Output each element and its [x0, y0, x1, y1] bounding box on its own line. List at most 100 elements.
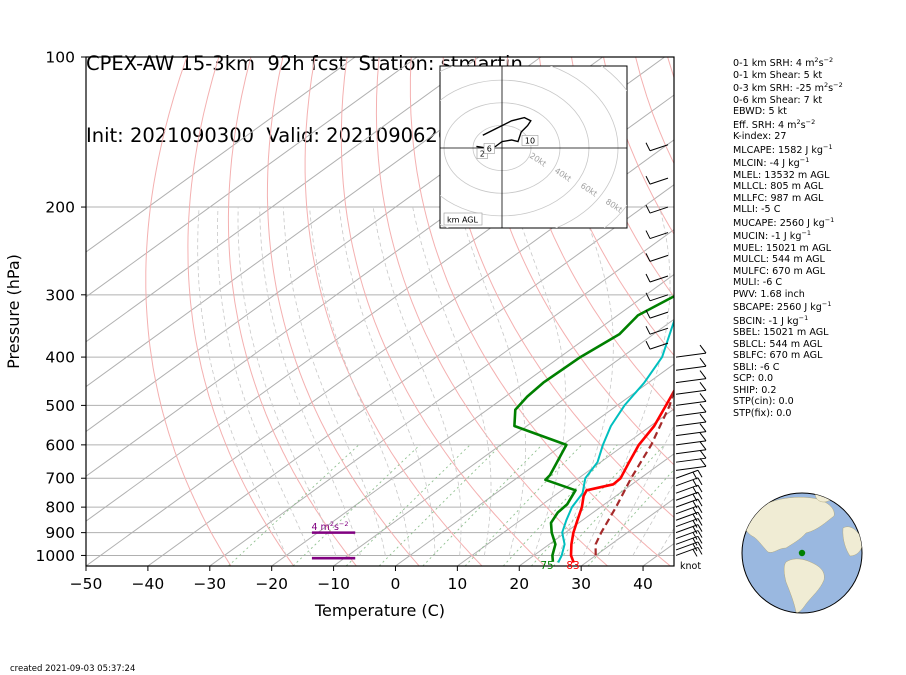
isotherm [86, 57, 356, 253]
index-line: STP(fix): 0.0 [733, 407, 792, 419]
moist-adiabat [283, 206, 386, 556]
index-line: PWV: 1.68 inch [733, 288, 805, 300]
y-tick-label: 400 [45, 349, 75, 367]
wetbulb-line [557, 318, 674, 563]
wind-barb [675, 441, 707, 455]
dry-adiabat [571, 57, 674, 298]
moist-adiabat [459, 206, 526, 556]
wind-barb [675, 432, 707, 446]
wind-barb [675, 344, 707, 358]
hodograph-trace [476, 116, 532, 149]
y-tick-label: 500 [45, 397, 75, 415]
mixing-ratio-line [553, 444, 665, 566]
y-tick-label: 200 [45, 199, 75, 217]
index-line: MUCIN: -1 J kg−1 [733, 229, 812, 242]
x-tick-label: −20 [255, 575, 288, 593]
dry-adiabat [304, 57, 483, 566]
index-line: MUCAPE: 2560 J kg−1 [733, 215, 835, 229]
wind-barb [645, 175, 669, 185]
index-line: SBCIN: -1 J kg−1 [733, 313, 809, 327]
dry-adiabat [506, 57, 674, 412]
svg-text:km AGL: km AGL [447, 216, 479, 225]
moist-adiabat [237, 207, 337, 556]
globe-land [743, 497, 835, 553]
wind-barb [645, 325, 669, 335]
mixing-ratio-line [292, 444, 421, 566]
index-line: EBWD: 5 kt [733, 106, 787, 117]
dewpoint-line [513, 294, 674, 562]
wind-barb [675, 413, 707, 427]
isotherm [395, 363, 674, 566]
axes: 75 834 m2s−2−50 −40 −30 −20 −10 0 10 20 30 4010020… [4, 49, 653, 621]
index-line: SBEL: 15021 m AGL [733, 327, 829, 338]
index-line: MLEL: 13532 m AGL [733, 169, 830, 181]
index-line: Eff. SRH: 4 m2s−2 [733, 117, 816, 131]
dry-adiabat [145, 57, 232, 566]
index-line: SBLFC: 670 m AGL [733, 350, 823, 361]
moist-adiabat [217, 206, 312, 556]
svg-text:6: 6 [487, 145, 492, 154]
isotherm [86, 57, 418, 298]
wind-barb [645, 204, 669, 214]
wind-barbs: knot [645, 57, 707, 572]
x-tick-label: 10 [448, 575, 468, 593]
y-tick-label: 100 [45, 49, 75, 67]
wind-barb [675, 535, 703, 546]
wind-barb [675, 546, 703, 557]
index-line: SBCAPE: 2560 J kg−1 [733, 300, 832, 313]
index-line: 0-1 km Shear: 5 kt [733, 69, 823, 81]
wind-barb [675, 469, 703, 480]
isotherm [209, 228, 674, 566]
moist-adiabat [259, 207, 361, 556]
wind-barb [645, 273, 669, 283]
x-tick-label: 30 [571, 575, 591, 593]
moist-adiabat [338, 206, 436, 556]
wind-barb [675, 518, 703, 528]
wind-barb [675, 357, 707, 371]
parcel-line [594, 386, 674, 556]
x-tick-label: 0 [391, 575, 401, 593]
wind-barb [675, 524, 703, 534]
x-tick-label: 20 [509, 575, 529, 593]
globe-land [783, 558, 825, 613]
wind-barb [645, 340, 669, 350]
mixing-ratio-line [587, 468, 674, 566]
wind-unit-label: knot [680, 561, 701, 572]
wind-barb [675, 505, 703, 516]
x-axis-label: Temperature (C) [314, 601, 445, 620]
isotherm [457, 408, 674, 566]
wind-barb [675, 370, 707, 384]
moist-adiabat [607, 424, 674, 556]
moist-adiabat [309, 206, 411, 556]
wind-barb [675, 484, 703, 495]
hodograph-height-label: 10 [521, 135, 539, 146]
station-marker [798, 549, 806, 557]
isotherm [86, 57, 542, 388]
dry-adiabat [227, 57, 357, 566]
dry-adiabat [187, 57, 295, 566]
wind-barb [645, 292, 669, 302]
index-line: SBLI: -6 C [733, 361, 780, 373]
y-tick-label: 1000 [36, 547, 75, 565]
index-line: K-index: 27 [733, 131, 787, 142]
index-line: MLLCL: 805 m AGL [733, 181, 824, 192]
wind-barb [645, 253, 669, 262]
dry-adiabat [375, 57, 608, 566]
wind-barb [675, 498, 703, 509]
isotherm [333, 318, 674, 566]
index-line: MLCIN: -4 J kg−1 [733, 156, 810, 169]
wind-barb [645, 309, 669, 319]
y-tick-label: 700 [45, 470, 75, 488]
index-line: SBLCL: 544 m AGL [733, 338, 823, 350]
wind-barb [645, 142, 669, 152]
dry-adiabat [442, 57, 674, 519]
hodograph-height-label: 6 [483, 143, 495, 154]
mixing-ratio-line [378, 444, 502, 566]
wind-barb [675, 423, 707, 437]
index-line: 0-1 km SRH: 4 m2s−2 [733, 56, 834, 69]
isotherm [86, 57, 480, 343]
wind-barb [675, 449, 707, 463]
isotherm [518, 453, 674, 566]
globe-land [842, 526, 862, 557]
